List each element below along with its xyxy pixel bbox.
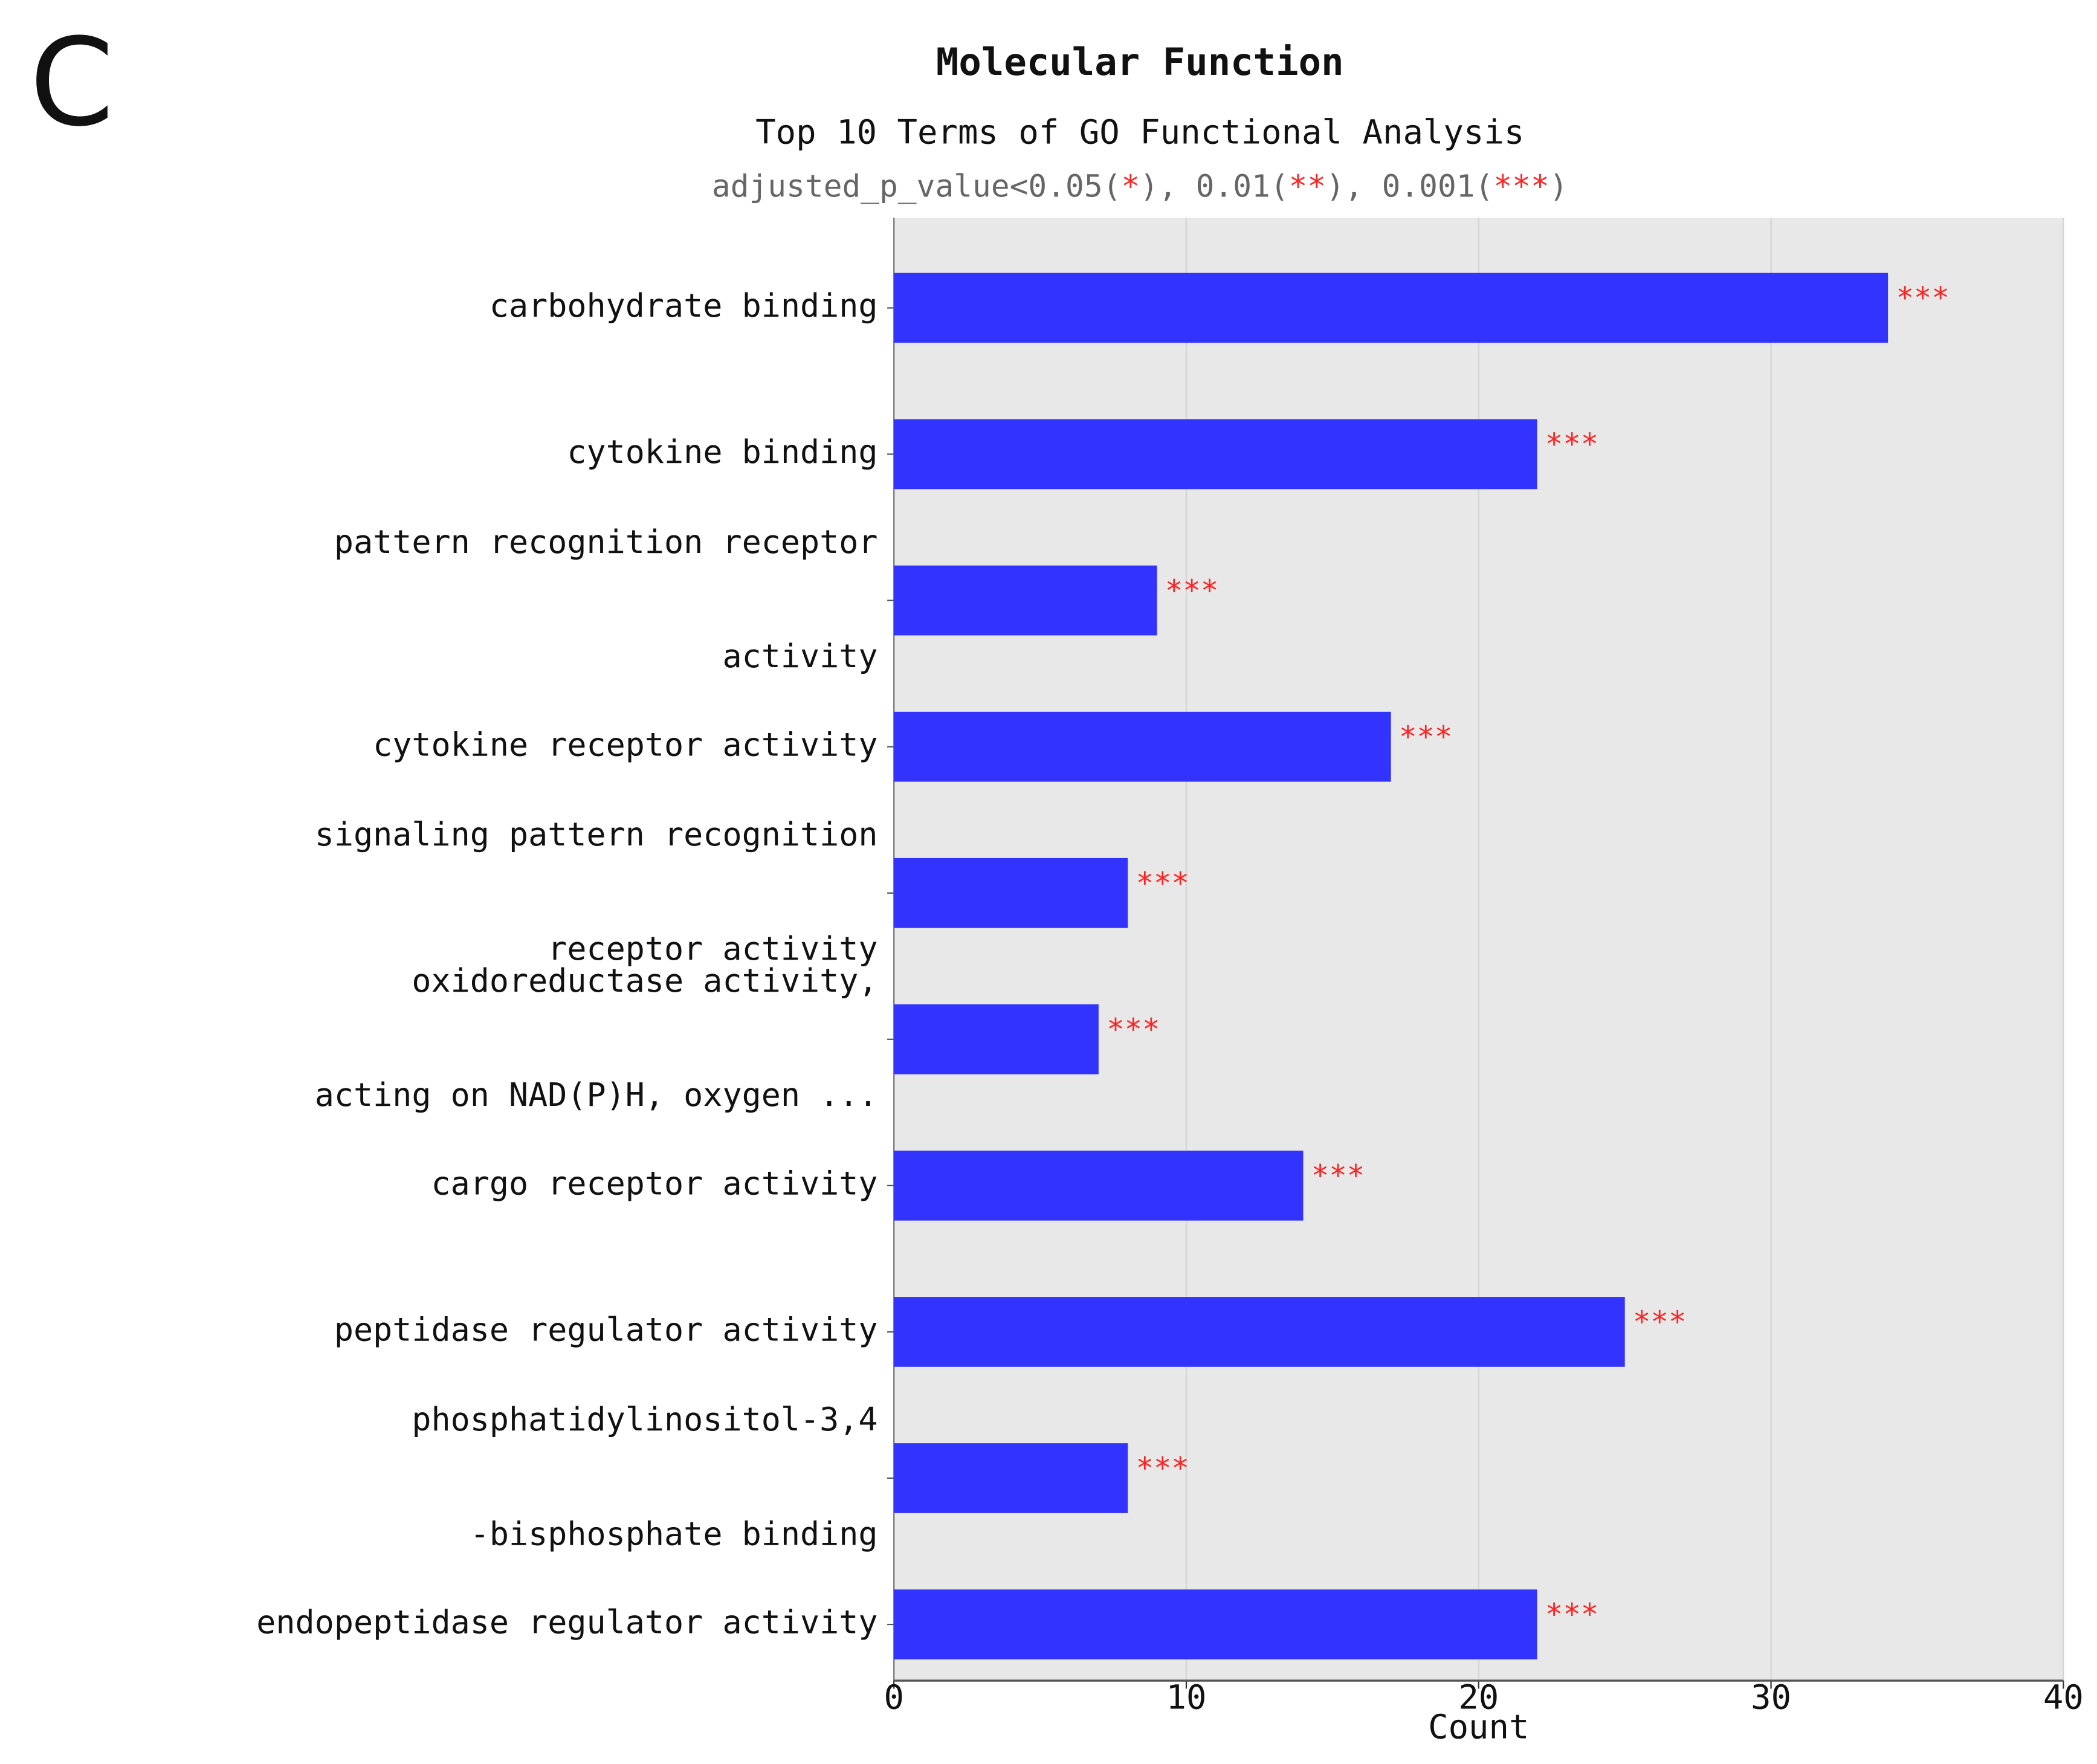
chart-subtitle: Top 10 Terms of GO Functional Analysis bbox=[755, 113, 1524, 152]
significance-label: *** bbox=[1633, 1305, 1686, 1339]
significance-label: *** bbox=[1136, 866, 1189, 900]
x-tick-label: 0 bbox=[884, 1678, 903, 1717]
bar bbox=[894, 273, 1889, 343]
y-tick-label: peptidase regulator activity bbox=[334, 1311, 878, 1349]
significance-label: *** bbox=[1399, 720, 1452, 754]
chart-title: Molecular Function bbox=[936, 40, 1344, 84]
y-tick-label: cytokine binding bbox=[567, 433, 877, 471]
bar bbox=[894, 419, 1537, 489]
significance-label: *** bbox=[1545, 427, 1598, 462]
x-tick-label: 40 bbox=[2043, 1678, 2084, 1717]
note-part: ** bbox=[1289, 169, 1326, 204]
x-tick-label: 30 bbox=[1751, 1678, 1791, 1717]
x-tick-label: 10 bbox=[1166, 1678, 1207, 1717]
y-tick-label: endopeptidase regulator activity bbox=[256, 1603, 877, 1641]
y-tick-label: phosphatidylinositol-3,4 bbox=[412, 1400, 877, 1438]
x-tick-label: 20 bbox=[1458, 1678, 1499, 1717]
y-tick-label: -bisphosphate binding bbox=[470, 1514, 878, 1552]
y-tick-label: oxidoreductase activity, bbox=[412, 961, 877, 1000]
significance-label: *** bbox=[1107, 1012, 1160, 1047]
bar bbox=[894, 1297, 1625, 1367]
y-tick-label: signaling pattern recognition bbox=[315, 815, 878, 853]
bar bbox=[894, 565, 1157, 636]
significance-label: *** bbox=[1165, 573, 1218, 608]
y-tick-label: pattern recognition receptor bbox=[334, 523, 878, 561]
significance-label: *** bbox=[1311, 1158, 1365, 1193]
y-tick-label: activity bbox=[722, 637, 877, 675]
significance-label: *** bbox=[1896, 281, 1949, 315]
note-part: ), 0.01( bbox=[1140, 169, 1288, 204]
y-tick-label: cargo receptor activity bbox=[431, 1165, 877, 1203]
panel-label: C bbox=[30, 13, 114, 153]
note-part: ) bbox=[1549, 169, 1568, 204]
bar bbox=[894, 1443, 1128, 1513]
y-tick-label: carbohydrate binding bbox=[490, 286, 878, 325]
significance-label: *** bbox=[1545, 1597, 1598, 1632]
bar bbox=[894, 1589, 1537, 1659]
significance-note: adjusted_p_value<0.05(*), 0.01(**), 0.00… bbox=[712, 169, 1568, 204]
bar bbox=[894, 1004, 1099, 1074]
y-tick-label: cytokine receptor activity bbox=[373, 725, 877, 763]
note-part: ), 0.001( bbox=[1326, 169, 1493, 204]
x-axis-label: Count bbox=[1428, 1707, 1529, 1746]
significance-label: *** bbox=[1136, 1451, 1189, 1485]
note-part: *** bbox=[1493, 169, 1549, 204]
note-part: * bbox=[1121, 169, 1140, 204]
y-tick-label: acting on NAD(P)H, oxygen ... bbox=[315, 1076, 878, 1114]
bar bbox=[894, 1151, 1304, 1221]
note-part: adjusted_p_value<0.05( bbox=[712, 169, 1122, 204]
y-tick-label: receptor activity bbox=[548, 929, 877, 968]
bar bbox=[894, 711, 1391, 782]
bar bbox=[894, 858, 1128, 928]
